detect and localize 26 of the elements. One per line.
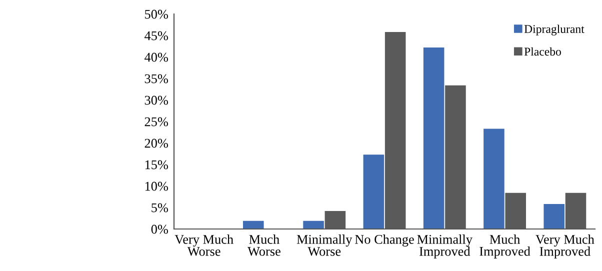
y-tick-label: 15% <box>145 160 168 170</box>
x-tick-label: Minimally Improved <box>417 234 472 259</box>
bar <box>363 154 384 229</box>
bar <box>423 48 444 229</box>
bar <box>303 220 324 229</box>
legend-label: Dipraglurant <box>524 24 584 36</box>
bar <box>544 204 564 229</box>
bar <box>242 220 264 229</box>
y-tick-label: 40% <box>144 52 168 62</box>
y-tick-label: 25% <box>144 117 168 126</box>
x-tick-label: No Change <box>355 234 414 247</box>
x-tick-label: Much Worse <box>248 234 280 256</box>
x-tick-label: Much Improved <box>480 234 530 258</box>
y-tick-label: 20% <box>144 138 168 148</box>
x-tick-label: Very Much Worse <box>174 234 234 256</box>
legend-label: Placebo <box>524 47 561 56</box>
y-tick-label: 5% <box>152 203 168 212</box>
y-tick-label: 35% <box>144 74 168 84</box>
y-tick-label: 30% <box>144 96 168 105</box>
bar <box>484 128 504 229</box>
x-tick-label: Minimally Worse <box>296 234 352 256</box>
x-tick-label: Very Much Improved <box>536 234 594 259</box>
y-tick-label: 0% <box>151 224 168 234</box>
y-tick-label: 45% <box>144 31 168 40</box>
y-tick-label: 50% <box>145 10 168 19</box>
y-tick-label: 10% <box>145 182 168 191</box>
